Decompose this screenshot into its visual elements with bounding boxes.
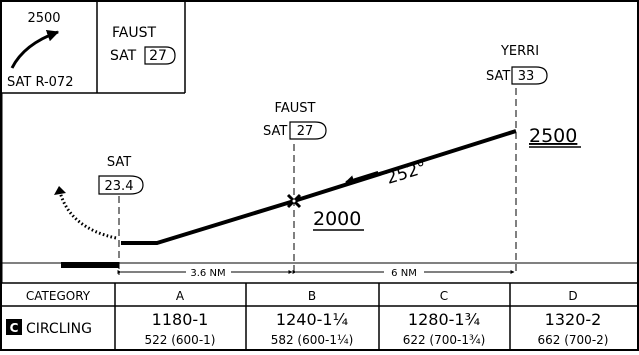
fix-nav: SAT [486,69,510,84]
min-d-sub: 662 (700-2) [538,333,609,347]
missed-approach-turn [58,191,117,240]
min-b-main: 1240-1¼ [276,310,348,329]
distance-label: 3.6 NM [190,268,225,279]
altitude-high: 2500 [529,125,577,147]
fix-name: FAUST [275,101,316,116]
fix-dme: 23.4 [105,179,134,194]
distance-segment-1: 3.6 NM [117,268,293,279]
dme-box-icon [144,46,176,65]
inset-altitude: 2500 [27,11,60,26]
header-b: B [308,289,316,303]
row-label: CIRCLING [26,321,92,337]
header-d: D [568,289,577,303]
climb-arrow-icon [10,29,60,69]
distance-label: 6 NM [391,268,417,279]
altitude-low: 2000 [313,208,361,230]
header-c: C [440,289,448,303]
min-b-sub: 582 (600-1¼) [271,333,354,347]
missed-approach-inset: 2500 SAT R-072 FAUST SAT 27 [2,2,186,94]
min-c-sub: 622 (700-1¾) [403,333,486,347]
distance-segment-2: 6 NM [292,268,515,279]
min-a-main: 1180-1 [152,310,209,329]
min-c-main: 1280-1¾ [408,310,480,329]
course-label: 252° [384,158,429,189]
header-a: A [176,289,185,303]
course-arrow-icon [345,170,379,184]
fix-faust: FAUST SAT 27 [263,101,327,275]
fix-sat: SAT 23.4 [98,155,144,275]
inset-fix-dme: 27 [149,48,167,64]
dme-box-icon [511,66,548,85]
fix-nav: SAT [263,124,287,139]
inset-radial: SAT R-072 [7,75,73,90]
min-a-sub: 522 (600-1) [145,333,216,347]
fix-name: SAT [107,155,131,170]
fix-dme: 33 [518,69,535,84]
minimums-table: CATEGORY A B C D C CIRCLING 1180-1 522 (… [2,283,637,350]
runway [61,262,119,268]
fix-name: YERRI [500,44,539,59]
fix-dme: 27 [297,124,314,139]
circling-icon [6,319,22,335]
dme-box-icon [98,175,144,195]
final-approach-fix-icon [286,193,302,209]
dme-box-icon [289,121,327,140]
min-d-main: 1320-2 [545,310,602,329]
fix-yerri: YERRI SAT 33 [486,44,548,275]
inset-fix-name: FAUST [112,25,156,41]
missed-approach-arrow-icon [54,186,66,195]
header-category: CATEGORY [26,289,91,303]
descent-path [121,129,517,245]
circling-icon-letter: C [10,321,19,335]
inset-fix-nav: SAT [110,48,137,64]
